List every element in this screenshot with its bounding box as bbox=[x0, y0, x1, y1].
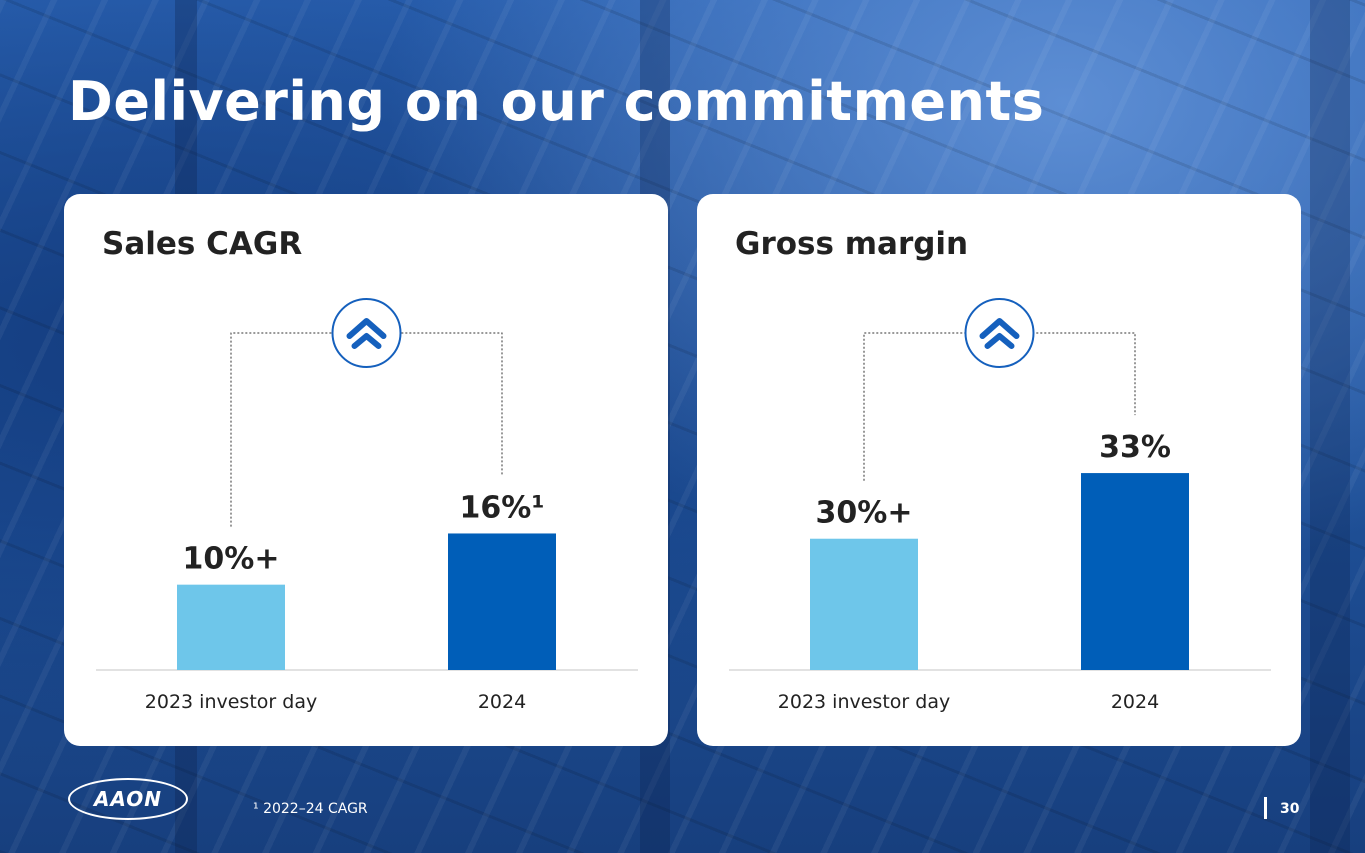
icon-circle bbox=[964, 298, 1035, 368]
logo-text: AAON bbox=[93, 787, 163, 811]
double-chevron-up-icon bbox=[964, 298, 1035, 368]
data-label: 33% bbox=[1099, 430, 1171, 465]
gross-margin-chart: 30%+ 2023 investor day 33% 2024 bbox=[729, 298, 1271, 713]
chevron-up-icon bbox=[346, 318, 387, 339]
data-label: 30%+ bbox=[816, 496, 913, 531]
bar-investor-day bbox=[177, 584, 285, 670]
chevron-up-icon bbox=[979, 318, 1020, 339]
chart-title: Gross margin bbox=[735, 226, 969, 262]
double-chevron-up-icon bbox=[331, 298, 402, 368]
chart-title: Sales CAGR bbox=[102, 226, 303, 262]
aaon-logo: AAON bbox=[68, 778, 188, 820]
background-pillar bbox=[1310, 0, 1350, 853]
bar-2024 bbox=[448, 533, 556, 670]
bar-investor-day bbox=[810, 538, 918, 670]
bar-2024 bbox=[1081, 473, 1189, 670]
footnote: ¹ 2022–24 CAGR bbox=[253, 801, 368, 817]
comparison-bracket bbox=[863, 332, 1136, 481]
chevron-up-icon bbox=[351, 333, 382, 349]
sales-cagr-chart: 10%+ 2023 investor day 16%¹ 2024 bbox=[96, 298, 638, 713]
chevron-up-icon bbox=[984, 333, 1015, 349]
icon-circle bbox=[331, 298, 402, 368]
category-label: 2024 bbox=[478, 691, 526, 713]
data-label: 10%+ bbox=[183, 542, 280, 577]
page-number-divider bbox=[1264, 797, 1267, 819]
category-label: 2024 bbox=[1111, 691, 1159, 713]
slide-title: Delivering on our commitments bbox=[68, 70, 1045, 133]
category-label: 2023 investor day bbox=[778, 691, 950, 713]
page-number: 30 bbox=[1280, 801, 1300, 817]
gross-margin-card: Gross margin 30%+ 2023 investor day 33% 202… bbox=[697, 194, 1301, 746]
category-label: 2023 investor day bbox=[145, 691, 317, 713]
data-label: 16%¹ bbox=[460, 490, 545, 525]
sales-cagr-card: Sales CAGR 10%+ 2023 investor day 16%¹ 2024 bbox=[64, 194, 668, 746]
